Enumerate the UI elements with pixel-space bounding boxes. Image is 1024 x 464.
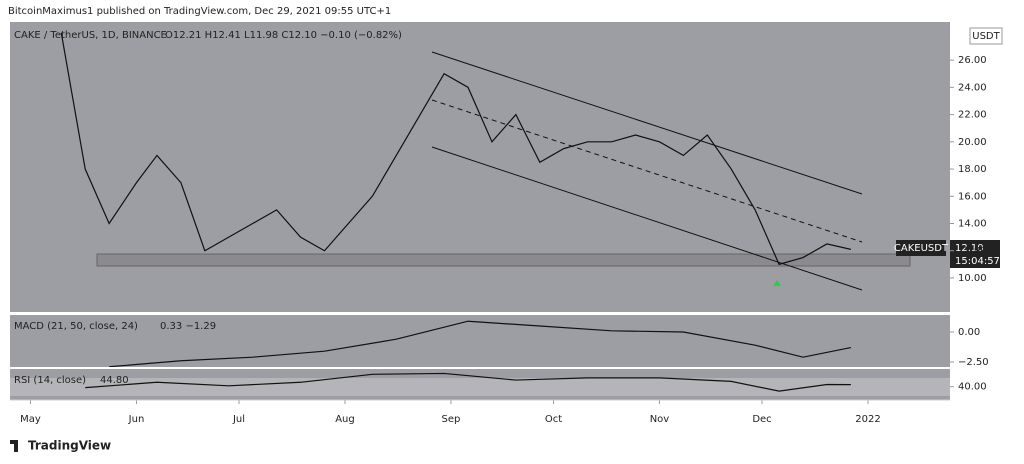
indicator-title: RSI (14, close): [14, 375, 86, 386]
currency[interactable]: USDT: [972, 31, 1000, 42]
brand: TradingView: [28, 439, 111, 453]
y-tick-label: 14.00: [958, 219, 987, 230]
y-tick-label: 22.00: [958, 110, 987, 121]
ticker: CAKEUSDT: [894, 243, 949, 254]
series-line: [60, 32, 852, 266]
indicator-title: MACD (21, 50, close, 24): [14, 321, 138, 332]
x-tick-label: Dec: [752, 414, 771, 425]
x-tick-label: Jun: [128, 414, 145, 425]
y-tick-label: 20.00: [958, 137, 987, 148]
indicator-readout: 0.33 −1.29: [160, 321, 216, 332]
y-tick-label: −2.50: [958, 357, 989, 368]
y-tick-label: 0.00: [958, 327, 980, 338]
series-line: [85, 372, 851, 392]
y-tick-label: 12.00: [958, 246, 987, 257]
ticker-box: [896, 240, 946, 256]
last-price: 12.10: [955, 243, 984, 254]
trendlines: [431, 51, 863, 291]
arrow-marker: [773, 280, 781, 286]
currency-box[interactable]: [969, 27, 1003, 45]
last-box: [950, 240, 1000, 268]
y-tick-label: 16.00: [958, 191, 987, 202]
y-tick-label: 24.00: [958, 82, 987, 93]
series-line: [109, 320, 851, 367]
publisher: BitcoinMaximus1 published on TradingView…: [8, 6, 391, 17]
x-tick-label: Aug: [335, 414, 355, 425]
rsi-band: [10, 378, 950, 396]
x-tick-label: Nov: [650, 414, 670, 425]
brand-logo: [10, 440, 18, 452]
channel-mid: [431, 99, 863, 243]
y-tick-label: 18.00: [958, 164, 987, 175]
x-tick-label: Jul: [232, 414, 245, 425]
price-pane: [10, 22, 950, 312]
y-tick-label: 40.00: [958, 382, 987, 393]
x-tick-label: Oct: [545, 414, 562, 425]
y-tick-label: 26.00: [958, 55, 987, 66]
ohlc: O12.21 H12.41 L11.98 C12.10 −0.10 (−0.82…: [165, 30, 402, 41]
symbol: CAKE / TetherUS, 1D, BINANCE: [14, 30, 167, 41]
support-zone: [96, 253, 911, 267]
macd-pane: [10, 315, 950, 367]
indicator-readout: 44.80: [100, 375, 129, 386]
countdown: 15:04:57: [955, 256, 1000, 267]
x-tick-label: May: [20, 414, 41, 425]
channel-bottom: [431, 146, 863, 291]
y-tick-label: 10.00: [958, 273, 987, 284]
x-tick-label: Sep: [442, 414, 461, 425]
channel-top: [431, 51, 863, 195]
x-tick-label: 2022: [855, 414, 880, 425]
